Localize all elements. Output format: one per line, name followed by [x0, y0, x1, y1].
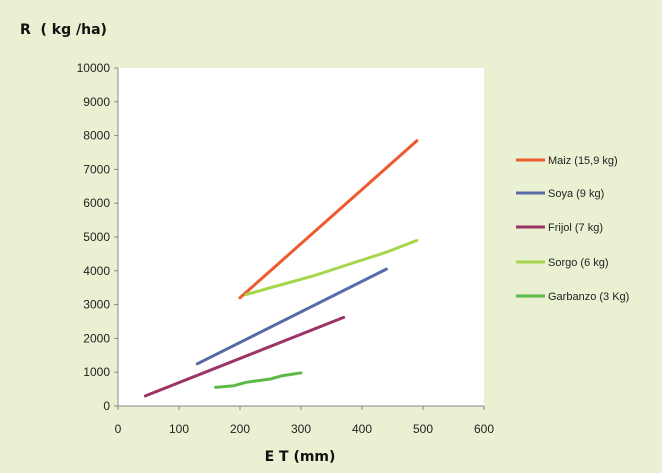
y-tick-label: 7000	[83, 162, 110, 176]
series-line-4	[244, 238, 419, 296]
y-tick-label: 9000	[83, 95, 110, 109]
legend-label: Frijol (7 kg)	[548, 222, 603, 234]
legend-label: Garbanzo (3 Kg)	[548, 291, 629, 303]
x-tick-label: 0	[115, 422, 122, 436]
x-tick-label: 600	[474, 422, 494, 436]
y-tick-label: 6000	[83, 196, 110, 210]
x-tick-label: 100	[169, 422, 189, 436]
x-tick-label: 300	[291, 422, 311, 436]
x-tick-label: 500	[413, 422, 433, 436]
plot-area	[118, 68, 484, 406]
y-tick-label: 0	[103, 399, 110, 413]
x-axis-title: E T (mm)	[265, 449, 336, 465]
legend-label: Sorgo (6 kg)	[548, 257, 609, 269]
legend: Maiz (15,9 kg) Soya (9 kg) Frijol (7 kg) So…	[516, 155, 629, 303]
series-line-3	[143, 315, 346, 398]
y-tick-label: 10000	[77, 61, 111, 75]
y-tick-label: 2000	[83, 331, 110, 345]
y-tick-label: 4000	[83, 264, 110, 278]
legend-label: Maiz (15,9 kg)	[548, 155, 618, 167]
y-tick-label: 1000	[83, 365, 110, 379]
x-tick-label: 400	[352, 422, 372, 436]
y-tick-label: 3000	[83, 298, 110, 312]
legend-label: Soya (9 kg)	[548, 188, 604, 200]
x-tick-label: 200	[230, 422, 250, 436]
series-line-5	[214, 371, 303, 389]
series-line-1	[238, 139, 419, 300]
axes: 0100020003000400050006000700080009000100…	[77, 61, 495, 436]
y-tick-label: 5000	[83, 230, 110, 244]
y-axis-title: R ( kg /ha)	[20, 22, 107, 38]
series-layer	[143, 139, 419, 398]
y-tick-label: 8000	[83, 129, 110, 143]
series-line-2	[195, 267, 388, 366]
